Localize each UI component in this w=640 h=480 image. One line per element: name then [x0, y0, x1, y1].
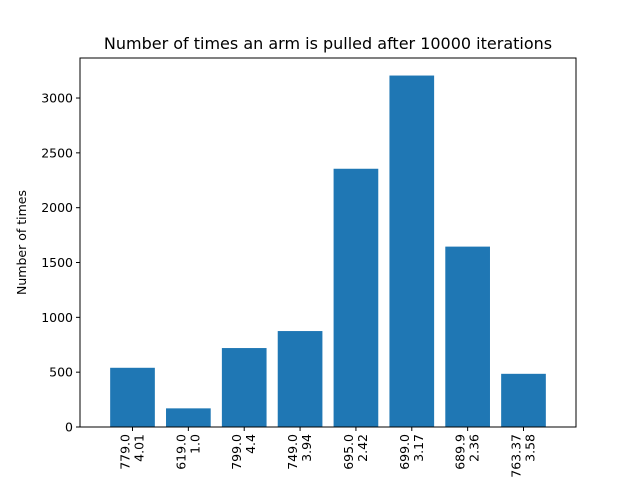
x-tick-label-line: 2.36 [467, 434, 482, 462]
x-tick-label-line: 3.17 [411, 434, 426, 462]
x-tick-label: 695.0 2.42 [341, 434, 370, 470]
x-tick-label-line: 1.0 [187, 434, 202, 454]
x-tick-label: 689.9 2.36 [453, 434, 482, 470]
y-tick-label: 1500 [41, 255, 73, 270]
x-tick-label: 699.0 3.17 [397, 434, 426, 470]
x-tick-label-line: 749.0 [285, 434, 300, 470]
x-tick-label-line: 4.01 [132, 434, 147, 462]
bar-7 [501, 373, 546, 427]
x-axis: 779.0 4.01 619.0 1.0 799.0 4.4 749.0 3.94 695.0 2… [118, 427, 537, 478]
x-tick-label-line: 799.0 [229, 434, 244, 470]
x-tick-label-line: 3.58 [522, 434, 537, 462]
bar-5 [389, 75, 435, 427]
bar-2 [221, 348, 267, 427]
plot-frame [79, 57, 577, 428]
bar-4 [333, 168, 379, 427]
x-tick-label-line: 4.4 [243, 434, 258, 454]
y-tick-label: 2500 [41, 145, 73, 160]
x-tick-label-line: 3.94 [299, 434, 314, 462]
y-tick-label: 1000 [41, 310, 73, 325]
x-tick-label-line: 689.9 [453, 434, 468, 470]
x-tick-label: 619.0 1.0 [173, 434, 202, 470]
y-tick-label: 0 [65, 420, 73, 435]
bar-1 [166, 408, 211, 427]
x-tick-label: 763.37 3.58 [508, 434, 537, 478]
y-axis: 0 500 1000 1500 2000 2500 3000 [41, 91, 80, 435]
x-tick-label-line: 695.0 [341, 434, 356, 470]
y-tick-label: 3000 [41, 91, 73, 106]
x-tick-label-line: 2.42 [355, 434, 370, 462]
x-tick-label-line: 699.0 [397, 434, 412, 470]
x-tick-label: 799.0 4.4 [229, 434, 258, 470]
y-tick-label: 500 [49, 365, 73, 380]
bar-6 [445, 246, 490, 427]
bars-group [110, 75, 546, 427]
y-tick-label: 2000 [41, 200, 73, 215]
x-tick-label-line: 779.0 [118, 434, 133, 470]
x-tick-label: 779.0 4.01 [118, 434, 147, 470]
bar-3 [277, 331, 323, 427]
bar-0 [110, 367, 155, 427]
x-tick-label: 749.0 3.94 [285, 434, 314, 470]
x-tick-label-line: 763.37 [508, 434, 523, 478]
x-tick-label-line: 619.0 [173, 434, 188, 470]
chart-title: Number of times an arm is pulled after 1… [104, 34, 552, 53]
y-axis-label: Number of times [14, 190, 29, 295]
